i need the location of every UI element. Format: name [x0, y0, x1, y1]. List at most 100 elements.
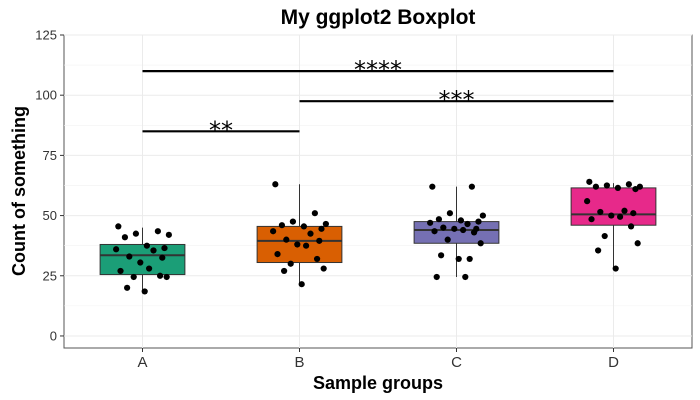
significance-label: ***	[439, 86, 475, 114]
data-point	[466, 255, 473, 263]
data-point	[302, 242, 310, 249]
y-tick-label: 125	[35, 28, 57, 43]
data-point	[294, 241, 301, 248]
data-point	[435, 216, 443, 223]
data-point	[621, 207, 628, 214]
box-iqr	[99, 243, 186, 276]
data-point	[459, 226, 467, 234]
data-point	[431, 228, 438, 235]
data-point	[634, 240, 641, 247]
data-point	[625, 181, 632, 188]
data-point	[163, 273, 170, 281]
data-point	[156, 272, 164, 279]
data-point	[455, 255, 462, 263]
data-point	[132, 230, 140, 237]
data-point	[608, 212, 615, 219]
x-axis-ticks: A B C D	[137, 348, 619, 371]
data-point	[427, 219, 434, 226]
data-point	[429, 183, 436, 190]
data-point	[601, 232, 608, 240]
box-d	[570, 183, 657, 270]
data-point	[438, 252, 445, 259]
data-point	[451, 225, 458, 232]
data-point	[316, 237, 323, 244]
data-point	[614, 184, 621, 191]
data-point	[584, 198, 591, 205]
data-point	[289, 218, 297, 225]
data-point	[597, 208, 604, 216]
chart-title: My ggplot2 Boxplot	[281, 6, 476, 29]
data-point	[121, 234, 129, 241]
significance-label: ****	[354, 56, 402, 84]
data-point	[630, 210, 637, 217]
data-point	[444, 236, 451, 243]
significance-label: **	[209, 116, 233, 144]
data-point	[464, 220, 471, 228]
y-axis-title: Count of something	[9, 106, 29, 276]
data-point	[586, 178, 593, 185]
box-iqr	[413, 221, 500, 244]
data-point	[311, 210, 318, 217]
data-point	[281, 267, 288, 275]
data-point	[468, 183, 475, 190]
data-point	[446, 210, 454, 217]
data-point	[307, 230, 314, 237]
data-point	[475, 218, 482, 225]
data-point	[159, 254, 166, 261]
data-point	[300, 223, 307, 230]
y-tick-label: 0	[50, 328, 57, 343]
data-point	[278, 222, 286, 229]
data-point	[130, 273, 137, 281]
data-point	[272, 181, 279, 188]
data-point	[115, 223, 122, 230]
data-point	[457, 217, 464, 224]
data-point	[141, 288, 148, 295]
y-tick-label: 25	[43, 268, 57, 283]
data-point	[603, 182, 611, 189]
data-point	[632, 185, 639, 193]
y-tick-label: 100	[35, 88, 57, 103]
data-point	[161, 244, 168, 252]
data-point	[322, 220, 329, 228]
data-point	[592, 183, 600, 190]
data-point	[612, 265, 619, 272]
data-point	[270, 228, 277, 235]
x-tick-label: B	[294, 354, 304, 371]
significance-layer: *********	[142, 56, 614, 144]
data-point	[298, 281, 305, 288]
y-axis-ticks: 0 25 50 75 100 125	[35, 28, 64, 343]
y-tick-label: 75	[43, 148, 57, 163]
data-point	[318, 225, 325, 232]
x-tick-label: A	[137, 354, 147, 371]
x-axis-title: Sample groups	[313, 373, 443, 393]
data-point	[143, 242, 150, 249]
data-point	[477, 240, 484, 247]
data-point	[462, 273, 469, 281]
box-iqr	[570, 187, 657, 226]
data-point	[313, 255, 321, 263]
data-point	[113, 246, 120, 253]
data-point	[124, 284, 131, 291]
data-point	[126, 253, 133, 260]
data-point	[479, 212, 486, 219]
data-point	[433, 273, 440, 281]
data-point	[117, 267, 124, 275]
data-point	[616, 213, 624, 220]
x-tick-label: C	[451, 354, 462, 371]
data-point	[145, 265, 153, 272]
data-point	[283, 236, 290, 243]
data-point	[137, 259, 144, 266]
data-point	[165, 231, 172, 238]
data-point	[274, 251, 281, 258]
y-tick-label: 50	[43, 208, 57, 223]
x-tick-label: D	[608, 354, 619, 371]
data-point	[588, 216, 595, 223]
data-point	[154, 228, 161, 235]
data-point	[150, 247, 157, 254]
data-point	[627, 223, 635, 230]
data-point	[440, 224, 447, 231]
data-point	[470, 229, 478, 236]
data-point	[320, 265, 327, 272]
data-point	[595, 247, 602, 254]
